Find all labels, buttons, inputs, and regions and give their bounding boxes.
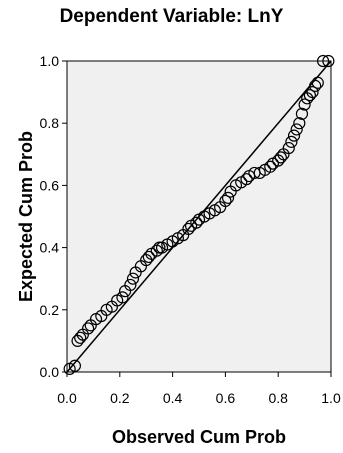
- y-tick-label: 0.0: [40, 364, 60, 380]
- data-point: [293, 117, 306, 130]
- data-point: [316, 54, 330, 68]
- data-point: [116, 291, 129, 304]
- chart-title: Dependent Variable: LnY: [59, 6, 284, 27]
- y-axis-title: Expected Cum Prob: [16, 131, 36, 302]
- data-point: [74, 331, 87, 344]
- y-tick-label: 0.2: [40, 302, 60, 318]
- data-point: [290, 123, 303, 136]
- data-point: [287, 129, 301, 142]
- y-tick-label: 0.4: [40, 240, 60, 256]
- data-point: [142, 250, 155, 264]
- data-point: [182, 222, 195, 236]
- data-point: [311, 76, 324, 89]
- x-tick-label: 0.0: [57, 390, 77, 406]
- data-point: [303, 89, 316, 102]
- x-axis-title: Observed Cum Prob: [112, 427, 286, 447]
- x-tick-label: 0.6: [216, 390, 236, 406]
- y-tick-label: 1.0: [40, 53, 60, 69]
- x-tick-label: 0.4: [163, 390, 183, 406]
- x-tick-label: 0.2: [110, 390, 130, 406]
- data-point: [221, 191, 235, 204]
- data-point: [295, 107, 309, 120]
- data-point: [82, 322, 95, 335]
- x-tick-label: 1.0: [321, 390, 341, 406]
- data-point: [298, 98, 311, 111]
- data-point: [309, 79, 322, 92]
- data-point: [264, 160, 277, 173]
- data-point: [240, 173, 253, 186]
- data-point: [274, 151, 287, 164]
- data-point: [282, 141, 295, 155]
- y-tick-label: 0.8: [40, 115, 60, 131]
- data-point: [126, 272, 140, 285]
- data-point: [124, 278, 137, 292]
- x-tick-label: 0.8: [268, 390, 288, 406]
- data-point: [153, 241, 166, 254]
- data-point: [219, 194, 232, 208]
- data-point: [285, 135, 298, 148]
- data-point: [306, 85, 319, 99]
- data-point: [322, 54, 335, 68]
- data-point: [68, 359, 82, 372]
- data-point: [190, 216, 203, 229]
- y-tick-label: 0.6: [40, 177, 60, 193]
